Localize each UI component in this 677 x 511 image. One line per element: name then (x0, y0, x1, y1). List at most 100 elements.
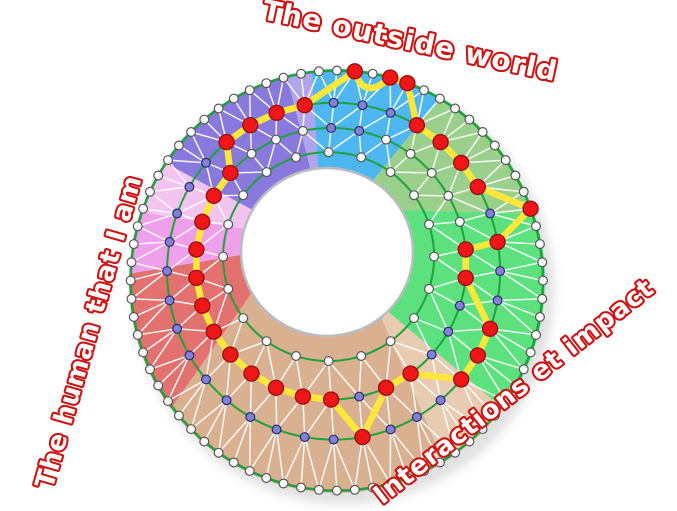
graph-node-white (510, 170, 521, 181)
web-line (137, 328, 178, 336)
graph-node-purple (245, 412, 256, 423)
graph-node-white (261, 473, 272, 484)
graph-node-white (228, 93, 239, 104)
web-line (167, 159, 190, 188)
graph-node-white (419, 466, 430, 477)
graph-node-white (138, 347, 149, 358)
path-node-red (453, 154, 470, 172)
graph-node-white (454, 216, 465, 227)
graph-node-white (500, 396, 511, 407)
web-line (389, 429, 409, 479)
graph-node-purple (443, 326, 454, 337)
path-node-red (453, 371, 470, 388)
graph-node-purple (172, 323, 183, 334)
graph-node-purple (326, 122, 337, 133)
web-line (328, 360, 360, 398)
web-line (354, 436, 364, 490)
graph-node-white (244, 466, 255, 477)
web-line (448, 195, 491, 215)
path-node-red (399, 74, 416, 92)
web-line (489, 328, 525, 370)
graph-node-white (125, 275, 136, 286)
web-line (318, 439, 335, 491)
graph-node-purple (201, 157, 212, 168)
web-line (178, 144, 207, 164)
graph-node-white (313, 484, 324, 495)
path-node-red (377, 379, 395, 396)
graph-node-white (434, 93, 445, 104)
graph-node-white (434, 457, 445, 468)
web-line (149, 191, 178, 215)
web-line (249, 429, 278, 472)
graph-node-white (385, 336, 396, 347)
web-line (413, 317, 449, 333)
web-line (190, 131, 207, 164)
graph-node-white (489, 410, 500, 421)
web-line (416, 416, 441, 463)
graph-node-purple (454, 300, 465, 311)
sector-tan-light (381, 311, 504, 463)
graph-node-white (313, 66, 324, 77)
web-line (275, 429, 285, 484)
web-line (489, 191, 525, 215)
web-line (158, 174, 190, 188)
graph-node-white (213, 103, 224, 114)
graph-node-white (530, 221, 541, 232)
graph-node-white (464, 114, 475, 125)
path-node-red (457, 269, 474, 287)
graph-node-purple (201, 374, 212, 385)
sector-purple-light (286, 70, 318, 170)
web-line (497, 299, 541, 318)
graph-node-purple (354, 125, 365, 136)
graph-node-purple (357, 100, 368, 111)
web-line (149, 328, 178, 370)
web-line (413, 317, 433, 355)
graph-node-white (510, 380, 521, 391)
graph-node-white (218, 251, 229, 262)
graph-node-white (537, 275, 548, 286)
graph-node-white (367, 482, 378, 493)
graph-node-white (126, 257, 137, 268)
graph-node-white (238, 313, 249, 324)
graph-node-white (261, 167, 272, 178)
graph-node-white (356, 152, 367, 163)
path-node-red (354, 428, 371, 446)
graph-node-white (385, 167, 396, 178)
graph-node-white (132, 329, 143, 340)
web-line (265, 429, 278, 479)
graph-node-white (163, 155, 174, 166)
path-node-red (322, 391, 340, 408)
graph-node-purple (164, 236, 175, 247)
path-node-red (382, 69, 399, 86)
graph-node-white (537, 293, 548, 304)
graph-node-purple (164, 295, 175, 306)
path-node-red (242, 116, 259, 134)
path-node-red (457, 241, 474, 258)
graph-node-purple (271, 424, 282, 435)
web-line (460, 378, 496, 417)
web-line (439, 400, 456, 453)
web-line (303, 436, 320, 491)
graph-node-purple (495, 266, 506, 277)
web-line (248, 417, 252, 471)
graph-node-white (331, 485, 342, 496)
web-line (167, 378, 207, 402)
web-line (328, 130, 360, 153)
graph-node-purple (435, 395, 446, 406)
web-line (137, 299, 171, 336)
web-line (137, 212, 178, 227)
web-line (149, 186, 190, 193)
graph-node-white (424, 219, 435, 230)
graph-node-white (534, 239, 545, 250)
path-node-red (469, 347, 486, 364)
graph-node-white (424, 283, 435, 294)
graph-node-white (173, 140, 184, 151)
graph-node-white (223, 219, 234, 230)
web-line (499, 270, 543, 300)
web-line (178, 378, 207, 417)
sector-green-bright (387, 210, 545, 409)
web-line (358, 112, 391, 132)
graph-node-white (126, 293, 137, 304)
